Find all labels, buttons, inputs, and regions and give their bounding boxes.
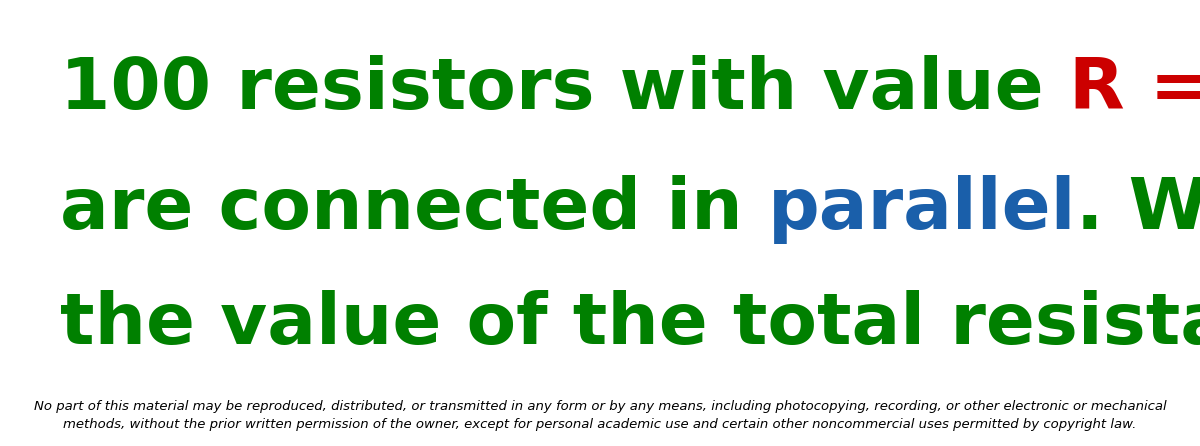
Text: . What is: . What is	[1076, 175, 1200, 244]
Text: are connected in: are connected in	[60, 175, 768, 244]
Text: parallel: parallel	[768, 175, 1076, 244]
Text: the value of the total resistance?: the value of the total resistance?	[60, 290, 1200, 359]
Text: methods, without the prior written permission of the owner, except for personal : methods, without the prior written permi…	[64, 418, 1136, 431]
Text: R = 100 Ω: R = 100 Ω	[1069, 55, 1200, 124]
Text: No part of this material may be reproduced, distributed, or transmitted in any f: No part of this material may be reproduc…	[34, 400, 1166, 413]
Text: 100 resistors with value: 100 resistors with value	[60, 55, 1069, 124]
